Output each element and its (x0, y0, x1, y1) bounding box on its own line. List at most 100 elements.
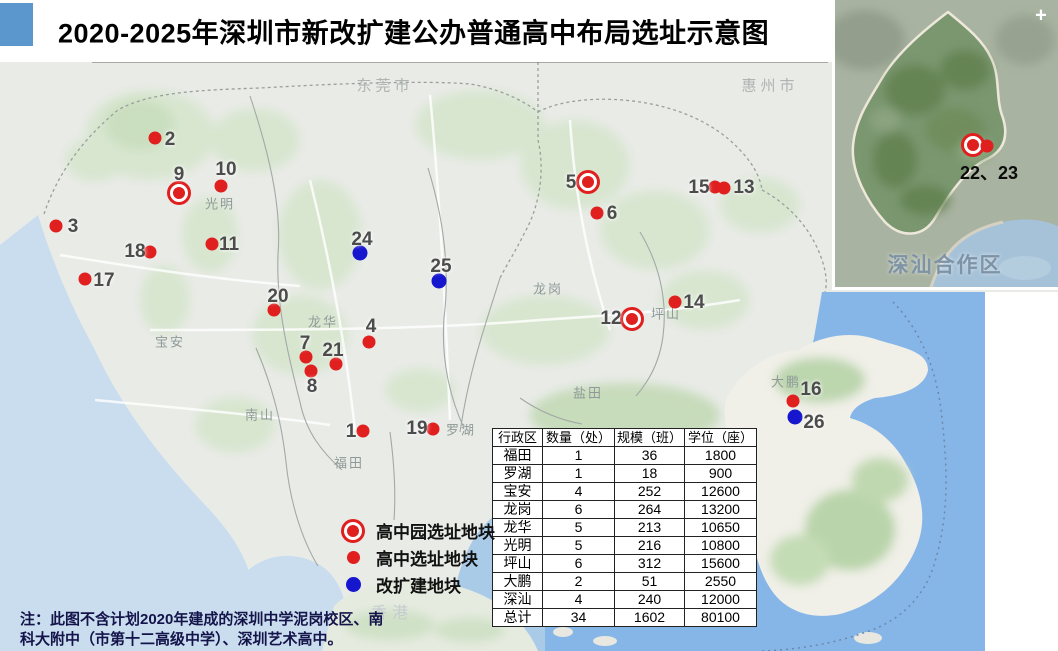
marker-dot-4 (362, 335, 376, 349)
table-cell: 4 (542, 482, 615, 501)
legend-label: 高中园选址地块 (376, 523, 495, 542)
table-cell: 4 (542, 590, 615, 609)
marker-dot-2 (148, 131, 162, 145)
marker-number-16: 16 (800, 379, 822, 400)
legend-label: 改扩建地块 (376, 577, 461, 596)
inset-map-canvas (835, 0, 1058, 287)
marker-number-4: 4 (365, 316, 377, 337)
site-swatch-icon (346, 551, 360, 564)
marker-number-12: 12 (600, 308, 622, 329)
table-row: 总计 34 1602 80100 (492, 608, 757, 627)
table-cell: 光明 (492, 536, 543, 555)
table-cell: 34 (542, 608, 615, 627)
inset-marker-dot-22 (964, 136, 982, 154)
table-cell: 216 (614, 536, 685, 555)
table-cell: 10800 (684, 536, 757, 555)
marker-number-9: 9 (173, 164, 185, 185)
table-cell: 12000 (684, 590, 757, 609)
table-cell: 5 (542, 518, 615, 537)
marker-dot-20 (267, 303, 281, 317)
marker-dot-10 (214, 179, 228, 193)
marker-number-13: 13 (733, 177, 755, 198)
legend: 高中园选址地块高中选址地块改扩建地块 (338, 517, 495, 598)
table-cell: 宝安 (492, 482, 543, 501)
table-header-cell: 行政区 (492, 428, 543, 447)
legend-item-site: 高中选址地块 (338, 544, 495, 571)
table-cell: 264 (614, 500, 685, 519)
marker-number-6: 6 (606, 203, 618, 224)
table-cell: 2 (542, 572, 615, 591)
marker-number-15: 15 (688, 177, 710, 198)
table-row: 坪山 6 312 15600 (492, 554, 757, 573)
table-cell: 大鹏 (492, 572, 543, 591)
table-cell: 1800 (684, 446, 757, 465)
stats-table: 行政区 数量（处） 规模（班） 学位（座） 福田 1 36 1800 罗湖 1 18 900 宝安 4 2… (492, 428, 757, 627)
marker-number-2: 2 (164, 129, 176, 150)
legend-item-park: 高中园选址地块 (338, 517, 495, 544)
marker-dot-18 (143, 245, 157, 259)
park-swatch-icon (344, 521, 362, 540)
table-header-row: 行政区 数量（处） 规模（班） 学位（座） (492, 428, 757, 447)
table-cell: 18 (614, 464, 685, 483)
table-cell: 深汕 (492, 590, 543, 609)
marker-number-8: 8 (306, 376, 318, 397)
district-label: 福田 (333, 455, 365, 471)
table-cell: 15600 (684, 554, 757, 573)
footnote: 注：此图不含计划2020年建成的深圳中学泥岗校区、南 科大附中（市第十二高级中学… (20, 610, 460, 649)
legend-swatch (338, 521, 368, 540)
table-cell: 13200 (684, 500, 757, 519)
marker-dot-1 (356, 424, 370, 438)
marker-dot-12 (623, 310, 641, 328)
table-cell: 1602 (614, 608, 685, 627)
table-cell: 213 (614, 518, 685, 537)
neighbor-city-label: 惠州市 (741, 77, 799, 95)
district-label: 光明 (204, 196, 236, 212)
marker-dot-11 (205, 237, 219, 251)
table-cell: 坪山 (492, 554, 543, 573)
marker-number-19: 19 (406, 418, 428, 439)
marker-dot-17 (78, 272, 92, 286)
footnote-line-1: 注：此图不含计划2020年建成的深圳中学泥岗校区、南 (20, 611, 384, 628)
table-row: 光明 5 216 10800 (492, 536, 757, 555)
neighbor-city-label: 东莞市 (356, 77, 414, 95)
table-cell: 福田 (492, 446, 543, 465)
title-bar: 2020-2025年深圳市新改扩建公办普通高中布局选址示意图 (0, 0, 832, 62)
district-label: 宝安 (154, 334, 186, 350)
table-cell: 312 (614, 554, 685, 573)
table-row: 福田 1 36 1800 (492, 446, 757, 465)
table-cell: 36 (614, 446, 685, 465)
table-row: 龙岗 6 264 13200 (492, 500, 757, 519)
district-label: 坪山 (650, 306, 682, 322)
table-cell: 总计 (492, 608, 543, 627)
marker-number-11: 11 (218, 234, 240, 255)
table-header-cell: 规模（班） (614, 428, 685, 447)
legend-item-expand: 改扩建地块 (338, 571, 495, 598)
district-label: 南山 (244, 407, 276, 423)
marker-number-14: 14 (683, 292, 705, 313)
marker-dot-16 (786, 394, 800, 408)
table-header-cell: 数量（处） (542, 428, 615, 447)
footnote-line-2: 科大附中（市第十二高级中学）、深圳艺术高中。 (20, 630, 343, 648)
marker-dot-8 (304, 364, 318, 378)
table-cell: 罗湖 (492, 464, 543, 483)
marker-number-21: 21 (322, 340, 344, 361)
marker-dot-7 (299, 350, 313, 364)
table-cell: 5 (542, 536, 615, 555)
table-cell: 龙华 (492, 518, 543, 537)
table-row: 深汕 4 240 12000 (492, 590, 757, 609)
marker-number-3: 3 (67, 216, 79, 237)
table-cell: 12600 (684, 482, 757, 501)
marker-number-5: 5 (565, 172, 577, 193)
inset-markers-label: 22、23 (959, 163, 1019, 183)
district-label: 香港 (370, 605, 414, 622)
marker-number-7: 7 (299, 333, 311, 354)
table-cell: 10650 (684, 518, 757, 537)
table-cell: 80100 (684, 608, 757, 627)
table-cell: 2550 (684, 572, 757, 591)
marker-dot-26 (787, 409, 803, 425)
marker-dot-19 (426, 422, 440, 436)
marker-number-20: 20 (267, 286, 289, 307)
table-cell: 6 (542, 554, 615, 573)
marker-dot-21 (329, 357, 343, 371)
